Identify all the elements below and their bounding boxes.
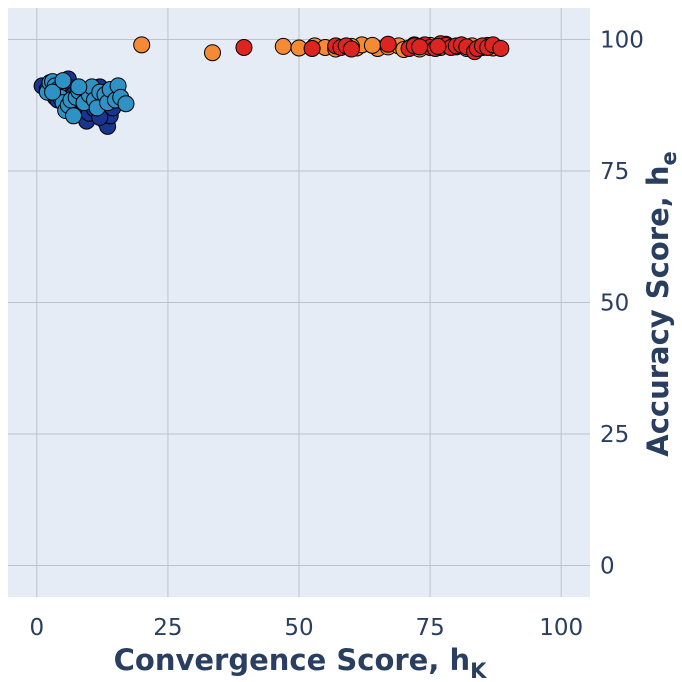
y-tick-label: 0 bbox=[600, 553, 615, 579]
data-point bbox=[303, 39, 321, 57]
data-point bbox=[117, 95, 135, 113]
data-point bbox=[203, 44, 221, 62]
y-tick-labels: 0 25 50 75 100 bbox=[600, 28, 644, 580]
data-point bbox=[274, 37, 292, 55]
y-axis-title-subscript: e bbox=[657, 151, 681, 165]
data-point bbox=[133, 36, 151, 54]
y-tick-label: 75 bbox=[600, 159, 629, 185]
data-point bbox=[492, 39, 510, 57]
x-tick-label: 25 bbox=[153, 615, 182, 641]
data-point bbox=[65, 107, 83, 125]
y-tick-label: 100 bbox=[600, 28, 644, 54]
x-tick-label: 50 bbox=[284, 615, 313, 641]
x-axis-title-subscript: K bbox=[470, 659, 487, 682]
series-1 bbox=[38, 72, 135, 125]
x-tick-label: 0 bbox=[30, 615, 45, 641]
data-point bbox=[44, 83, 62, 101]
x-axis-title: Convergence Score, hK bbox=[114, 643, 487, 682]
data-point bbox=[70, 78, 88, 96]
data-point bbox=[363, 36, 381, 54]
data-point bbox=[342, 40, 360, 58]
data-point bbox=[235, 38, 253, 56]
y-axis-title-main: Accuracy Score, h bbox=[641, 165, 675, 456]
y-tick-label: 50 bbox=[600, 291, 629, 317]
data-point bbox=[379, 35, 397, 53]
data-point bbox=[411, 38, 429, 56]
data-point bbox=[54, 72, 72, 90]
y-axis-title: Accuracy Score, he bbox=[641, 151, 681, 457]
x-tick-label: 75 bbox=[415, 615, 444, 641]
x-axis-title-main: Convergence Score, h bbox=[114, 643, 470, 677]
y-tick-label: 25 bbox=[600, 422, 629, 448]
x-tick-labels: 0 25 50 75 100 bbox=[30, 615, 584, 641]
x-tick-label: 100 bbox=[539, 615, 583, 641]
data-points bbox=[33, 35, 510, 135]
series-3 bbox=[235, 35, 510, 61]
data-point bbox=[429, 37, 447, 55]
